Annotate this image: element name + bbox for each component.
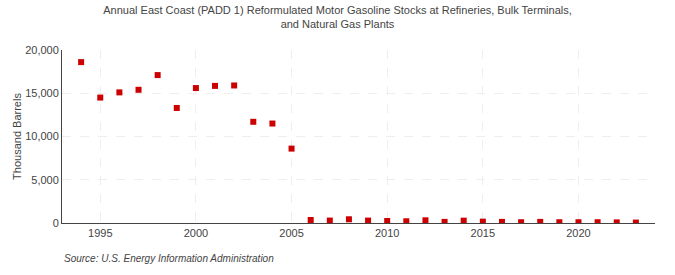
svg-text:Annual East Coast (PADD 1) Ref: Annual East Coast (PADD 1) Reformulated … [103,4,572,30]
svg-text:Source: U.S. Energy Informatio: Source: U.S. Energy Information Administ… [64,253,274,264]
svg-text:5,000: 5,000 [31,174,59,186]
svg-text:0: 0 [53,217,59,229]
svg-text:2010: 2010 [375,227,399,239]
svg-text:10,000: 10,000 [25,130,59,142]
svg-text:20,000: 20,000 [25,44,59,56]
svg-text:1995: 1995 [88,227,112,239]
svg-text:2005: 2005 [279,227,303,239]
svg-text:Thousand Barrels: Thousand Barrels [11,93,23,180]
svg-text:2015: 2015 [471,227,495,239]
svg-text:2020: 2020 [566,227,590,239]
svg-text:15,000: 15,000 [25,87,59,99]
svg-text:2000: 2000 [184,227,208,239]
